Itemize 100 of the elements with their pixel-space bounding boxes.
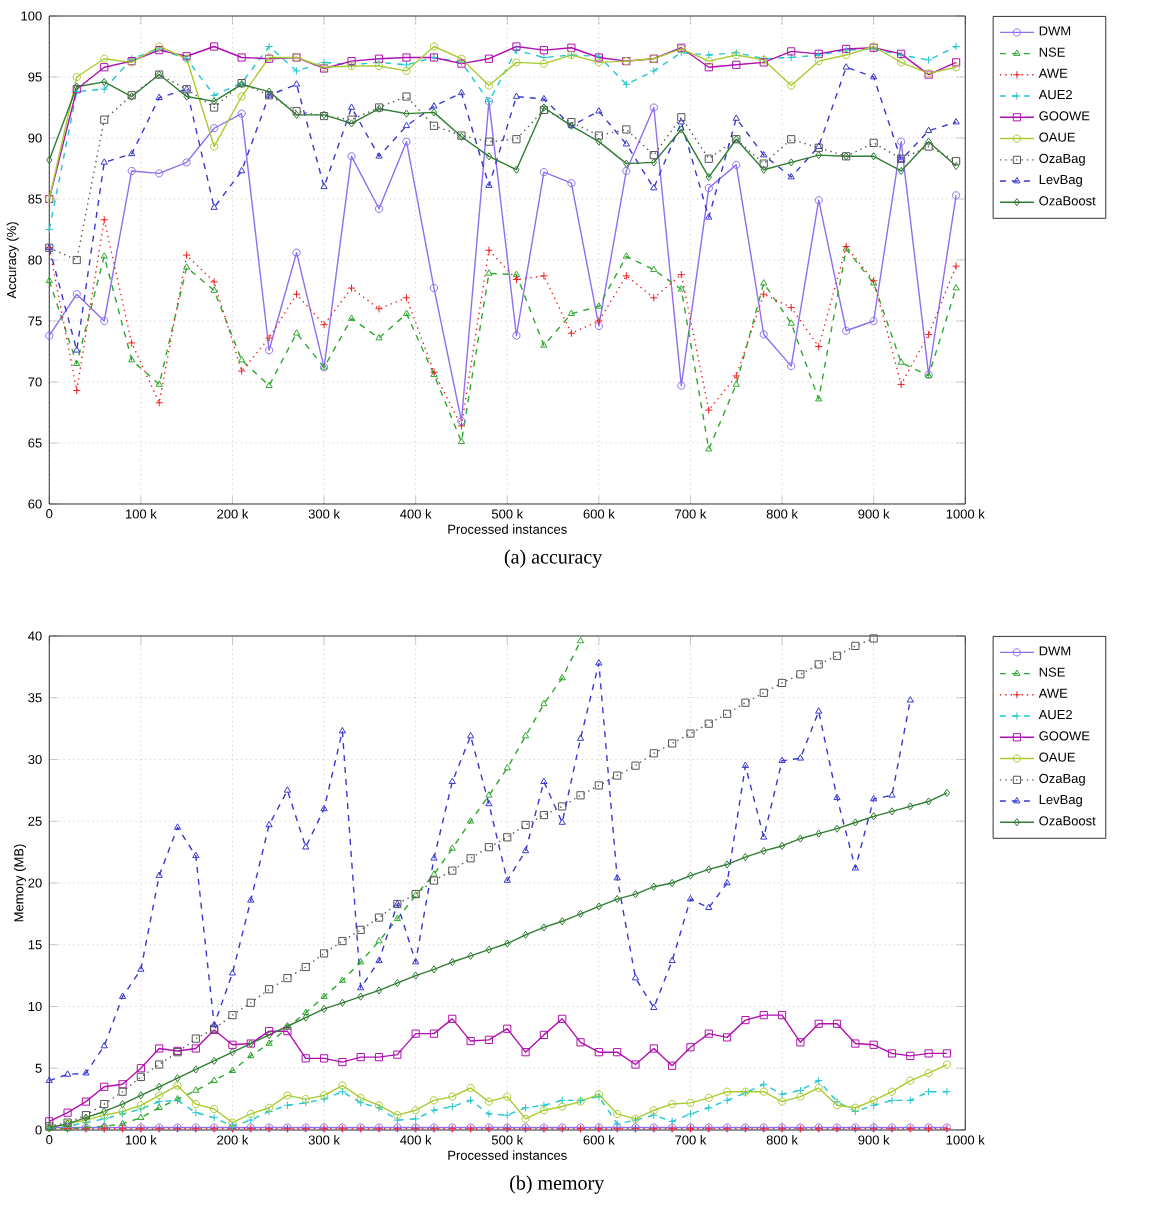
point — [210, 91, 219, 100]
point — [677, 270, 686, 279]
point — [320, 182, 329, 190]
point — [137, 1064, 146, 1073]
point — [521, 1114, 531, 1123]
point — [82, 1069, 90, 1076]
point — [650, 183, 658, 191]
point — [375, 913, 384, 922]
point — [485, 137, 494, 146]
point — [558, 673, 567, 681]
point — [265, 985, 274, 994]
point — [356, 1093, 366, 1102]
point — [356, 1053, 366, 1062]
point — [796, 1038, 805, 1047]
point — [375, 333, 384, 341]
point — [778, 756, 787, 764]
point — [686, 729, 695, 738]
point — [888, 791, 896, 798]
point — [650, 1106, 659, 1115]
point — [567, 329, 576, 338]
point — [522, 846, 530, 854]
point — [127, 338, 137, 348]
point — [393, 1111, 402, 1120]
point — [760, 846, 768, 855]
point — [127, 166, 137, 176]
point — [952, 118, 961, 125]
point — [192, 851, 200, 859]
point — [338, 1081, 347, 1090]
point — [870, 812, 878, 821]
point — [430, 42, 439, 51]
point — [320, 992, 329, 999]
point — [650, 265, 658, 273]
point — [265, 42, 274, 51]
point — [302, 843, 310, 850]
point — [952, 58, 961, 67]
point — [292, 248, 302, 257]
point — [540, 59, 549, 68]
point — [137, 1072, 146, 1081]
point — [760, 1011, 769, 1020]
point — [210, 1020, 219, 1028]
point — [705, 405, 714, 415]
point — [138, 1091, 145, 1100]
point — [558, 1014, 567, 1023]
point — [411, 1029, 421, 1038]
point — [100, 54, 109, 63]
point — [457, 421, 466, 431]
point — [742, 852, 749, 862]
point — [485, 181, 493, 188]
point — [356, 925, 366, 935]
point — [155, 1060, 164, 1069]
point — [155, 1103, 164, 1111]
point — [155, 169, 164, 178]
point — [540, 341, 548, 348]
point — [210, 1076, 219, 1083]
point — [119, 1099, 127, 1109]
point — [623, 159, 630, 168]
point — [210, 42, 219, 51]
point — [595, 131, 604, 140]
point — [467, 731, 475, 739]
point — [568, 309, 576, 316]
point — [540, 777, 548, 785]
point — [211, 1056, 218, 1065]
point — [906, 1051, 915, 1060]
point — [403, 109, 411, 118]
point — [137, 965, 145, 972]
point — [779, 841, 786, 851]
point — [73, 290, 82, 299]
point — [174, 823, 182, 830]
point — [237, 53, 247, 62]
point — [596, 137, 603, 146]
point — [521, 1048, 531, 1057]
point — [897, 380, 906, 389]
point — [430, 876, 439, 885]
point — [486, 152, 493, 161]
point — [595, 321, 604, 330]
point — [210, 1104, 219, 1114]
point — [339, 976, 347, 983]
point — [448, 1092, 457, 1101]
point — [82, 1097, 91, 1106]
point — [46, 1076, 54, 1083]
point — [402, 137, 411, 146]
point — [119, 1119, 127, 1127]
point — [448, 866, 457, 875]
point — [631, 761, 640, 770]
point — [458, 88, 466, 96]
point — [705, 1093, 714, 1102]
point — [623, 140, 631, 147]
point — [466, 1036, 476, 1046]
point — [952, 262, 961, 271]
point — [906, 1076, 915, 1085]
point — [623, 252, 631, 259]
point — [504, 764, 512, 771]
point — [265, 333, 274, 343]
point — [193, 1065, 200, 1074]
point — [100, 215, 109, 224]
point — [302, 1054, 311, 1063]
point — [430, 870, 438, 877]
point — [723, 1033, 732, 1042]
point — [924, 1049, 934, 1058]
point — [705, 865, 713, 874]
